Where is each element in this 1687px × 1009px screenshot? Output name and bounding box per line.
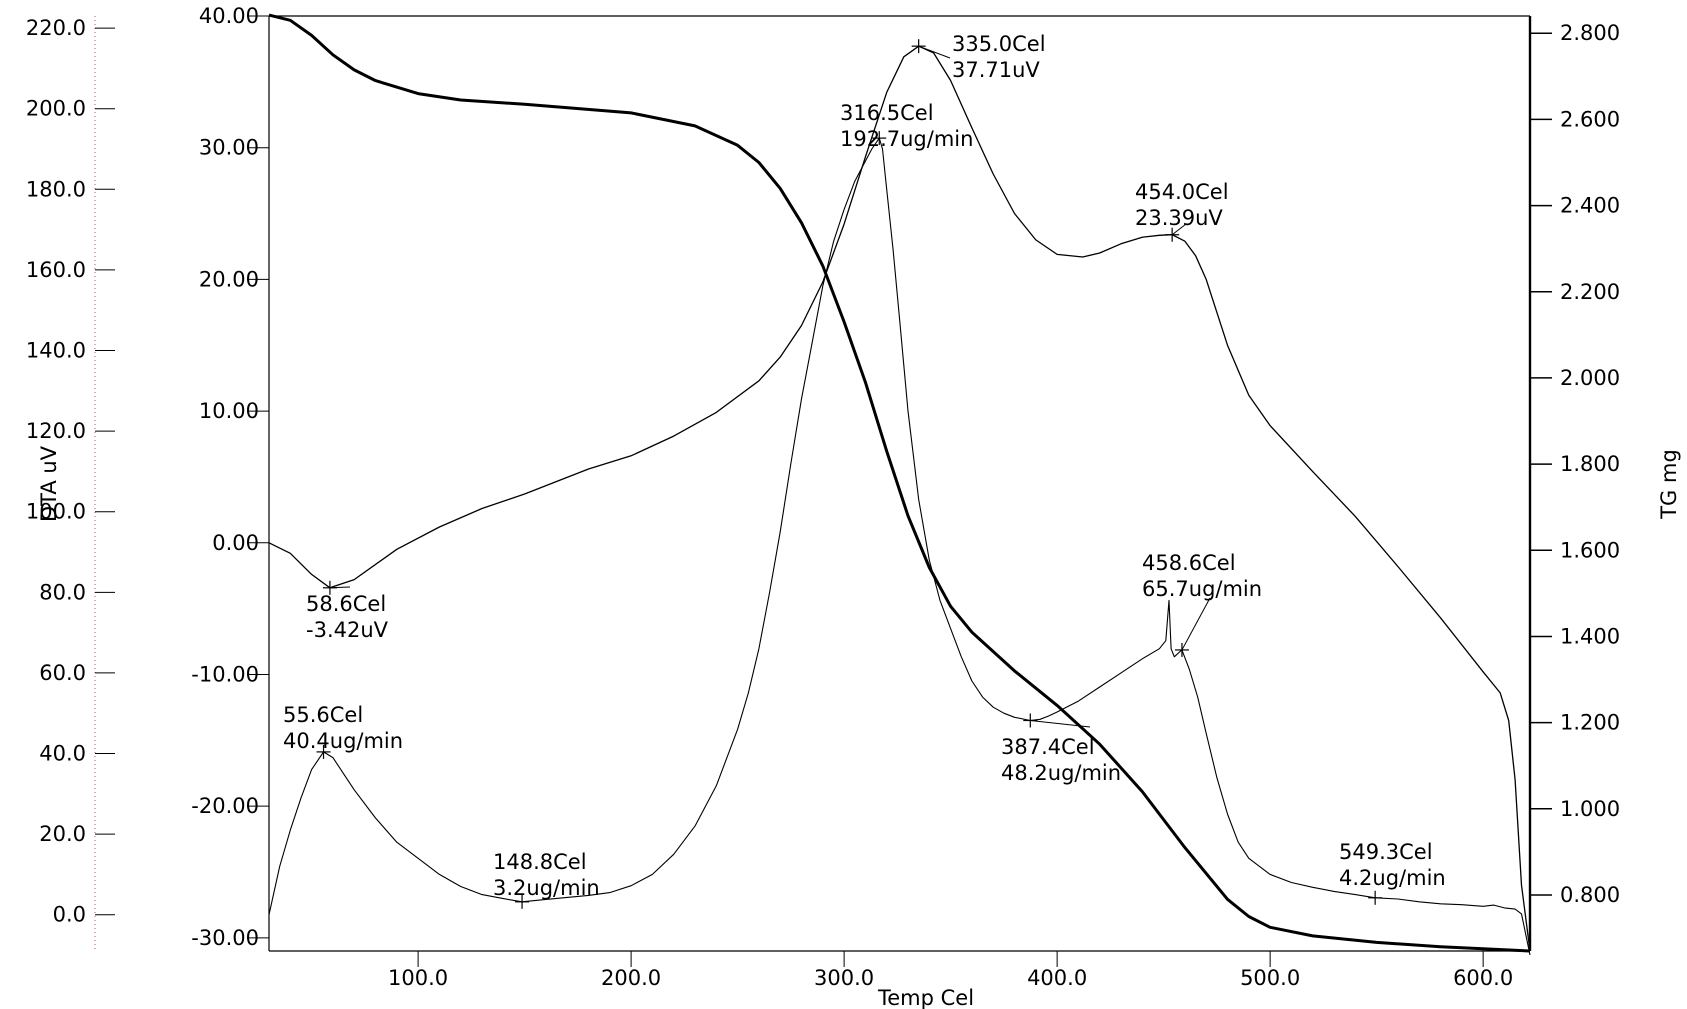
dta-tick-label-0-00: 0.00 [212, 531, 259, 555]
annotation-148-8cel-value: 3.2ug/min [493, 876, 600, 900]
temperature-axis: 100.0 200.0 300.0 400.0 500.0 600.0 [388, 951, 1513, 990]
annotation-335-0cel-value: 37.71uV [952, 58, 1040, 82]
dta-curve [268, 45, 1531, 952]
x-tick-label-400-0: 400.0 [1027, 966, 1087, 990]
tg-tick-label-2-400: 2.400 [1560, 194, 1620, 218]
tg-tick-label-1-200: 1.200 [1560, 711, 1620, 735]
annotation-58-6cel-value: -3.42uV [306, 618, 389, 642]
annotation-458-6cel-value: 65.7ug/min [1142, 577, 1262, 601]
dta-tick-label-20-00: 20.00 [199, 267, 259, 291]
dtg-tick-label-100-0: 100.0 [26, 500, 86, 524]
dtg-tick-label-120-0: 120.0 [26, 419, 86, 443]
x-tick-label-500-0: 500.0 [1240, 966, 1300, 990]
tg-axis-title: TG mg [1657, 449, 1681, 520]
leader-458-6cel [1181, 597, 1211, 651]
dtg-tick-label-40-0: 40.0 [39, 742, 86, 766]
tg-tick-label-2-800: 2.800 [1560, 21, 1620, 45]
dta-tick-label-10-00: 10.00 [199, 399, 259, 423]
annotation-454-0cel-value: 23.39uV [1135, 206, 1223, 230]
dtg-tick-label-160-0: 160.0 [26, 258, 86, 282]
dtg-tick-label-180-0: 180.0 [26, 177, 86, 201]
dtg-curve [268, 137, 1531, 956]
annotation-58-6cel-temp: 58.6Cel [306, 592, 386, 616]
x-tick-label-100-0: 100.0 [388, 966, 448, 990]
dta-axis: 40.00 30.00 20.00 10.00 0.00 -10.00 -20.00 -30.… [191, 4, 269, 950]
tg-tick-label-2-200: 2.200 [1560, 280, 1620, 304]
tg-tick-label-2-000: 2.000 [1560, 366, 1620, 390]
leader-387-4cel [1030, 719, 1091, 728]
tg-tick-label-1-600: 1.600 [1560, 538, 1620, 562]
dta-tick-label-30-00: -30.00 [191, 926, 259, 950]
dta-tick-label-40-00: 40.00 [199, 4, 259, 28]
dtg-tick-label-200-0: 200.0 [26, 97, 86, 121]
x-tick-label-300-0: 300.0 [814, 966, 874, 990]
annotation-335-0cel-temp: 335.0Cel [952, 32, 1046, 56]
x-tick-label-600-0: 600.0 [1453, 966, 1513, 990]
x-tick-label-200-0: 200.0 [601, 966, 661, 990]
dtg-tick-label-20-0: 20.0 [39, 822, 86, 846]
dtg-tick-label-0-0: 0.0 [53, 903, 86, 927]
annotation-148-8cel-temp: 148.8Cel [493, 850, 587, 874]
tg-tick-label-1-800: 1.800 [1560, 452, 1620, 476]
annotation-316-5cel-value: 192.7ug/min [840, 127, 973, 151]
annotation-549-3cel-temp: 549.3Cel [1339, 840, 1433, 864]
leader-454-0cel [1171, 223, 1187, 236]
x-axis-title: Temp Cel [877, 986, 974, 1009]
dta-tick-label-30-00: 30.00 [199, 136, 259, 160]
annotation-387-4cel-value: 48.2ug/min [1001, 761, 1121, 785]
leader-58-6cel [329, 586, 351, 589]
plot-frame [268, 15, 1532, 952]
annotation-458-6cel-temp: 458.6Cel [1142, 551, 1236, 575]
tg-tick-label-2-600: 2.600 [1560, 107, 1620, 131]
tg-axis: 2.800 2.600 2.400 2.200 2.000 1.800 1.600 1.400… [1530, 21, 1620, 907]
tg-tick-label-0-800: 0.800 [1560, 883, 1620, 907]
dtg-tick-label-220-0: 220.0 [26, 16, 86, 40]
annotation-316-5cel-temp: 316.5Cel [840, 101, 934, 125]
leader-335-0cel [918, 45, 951, 59]
dtg-tick-label-60-0: 60.0 [39, 661, 86, 685]
dta-tick-label-20-00: -20.00 [191, 794, 259, 818]
dtg-tick-label-140-0: 140.0 [26, 339, 86, 363]
annotation-55-6cel-value: 40.4ug/min [283, 729, 403, 753]
dtg-tick-label-80-0: 80.0 [39, 580, 86, 604]
annotation-55-6cel-temp: 55.6Cel [283, 703, 363, 727]
tg-tick-label-1-000: 1.000 [1560, 797, 1620, 821]
annotation-387-4cel-temp: 387.4Cel [1001, 735, 1095, 759]
annotation-549-3cel-value: 4.2ug/min [1339, 866, 1446, 890]
dta-tick-label-10-00: -10.00 [191, 662, 259, 686]
series-layer [268, 13, 1531, 956]
dtg-axis: 220.0 200.0 180.0 160.0 140.0 120.0 100.0 80.0 6… [26, 16, 115, 951]
annotation-454-0cel-temp: 454.0Cel [1135, 180, 1229, 204]
dta-axis-title: DTA uV [37, 445, 61, 522]
tg-tick-label-1-400: 1.400 [1560, 624, 1620, 648]
tg-curve [268, 13, 1531, 953]
